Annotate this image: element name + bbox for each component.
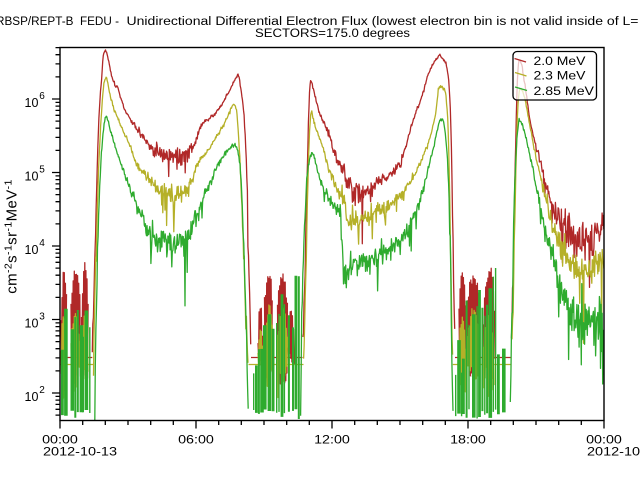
svg-text:00:00: 00:00 [586, 434, 622, 446]
svg-text:10: 10 [25, 390, 39, 404]
svg-text:3: 3 [39, 312, 45, 323]
svg-text:RBSP/REPT-B FEDU -: RBSP/REPT-B FEDU - [0, 16, 119, 28]
svg-text:10: 10 [25, 243, 39, 257]
svg-text:10: 10 [25, 96, 39, 110]
svg-text:06:00: 06:00 [178, 434, 214, 446]
svg-text:2: 2 [39, 385, 45, 396]
svg-text:12:00: 12:00 [314, 434, 350, 446]
svg-text:00:00: 00:00 [42, 434, 78, 446]
svg-text:10: 10 [25, 169, 39, 183]
svg-text:10: 10 [25, 316, 39, 330]
svg-text:4: 4 [39, 238, 45, 249]
svg-text:cm-2s-1sr-1MeV-1: cm-2s-1sr-1MeV-1 [3, 179, 21, 294]
svg-text:2.85 MeV: 2.85 MeV [534, 84, 595, 98]
svg-text:2.0 MeV: 2.0 MeV [534, 54, 586, 68]
svg-text:2.3 MeV: 2.3 MeV [534, 69, 586, 83]
svg-text:2012-10-14: 2012-10-14 [587, 447, 640, 459]
svg-text:Unidirectional Differential El: Unidirectional Differential Electron Flu… [127, 16, 639, 28]
svg-text:2012-10-13: 2012-10-13 [43, 447, 117, 459]
svg-text:5: 5 [39, 165, 45, 176]
svg-text:SECTORS=175.0 degrees: SECTORS=175.0 degrees [255, 28, 410, 40]
svg-text:18:00: 18:00 [450, 434, 486, 446]
svg-text:6: 6 [39, 91, 45, 102]
